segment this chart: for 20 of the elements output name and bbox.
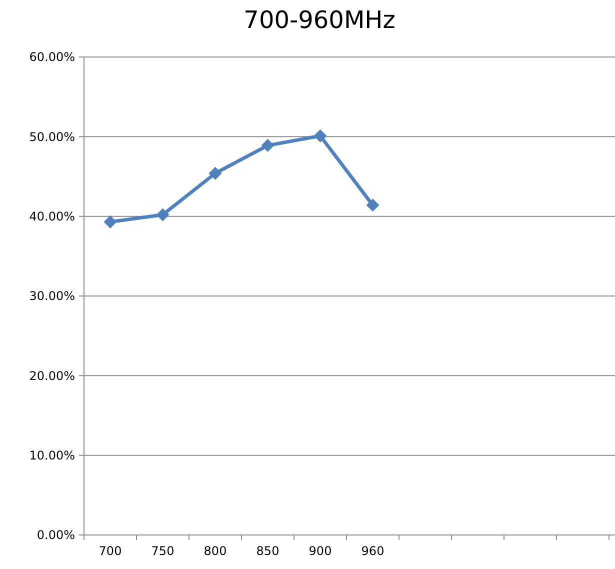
- x-tick-label: 850: [256, 544, 280, 558]
- x-tick-label: 900: [308, 544, 332, 558]
- point: [104, 215, 117, 228]
- chart-title: 700-960MHz: [244, 6, 396, 34]
- point: [261, 138, 274, 152]
- x-tick-label: 750: [151, 544, 174, 558]
- y-tick-label: 50.00%: [29, 130, 75, 144]
- point: [208, 166, 222, 180]
- x-tick-label: 700: [98, 544, 122, 558]
- y-tick-label: 0.00%: [36, 528, 75, 542]
- point: [156, 208, 170, 222]
- y-tick-label: 60.00%: [29, 50, 75, 64]
- x-tick-label: 800: [204, 544, 227, 558]
- x-tick-label: 960: [361, 544, 384, 558]
- point: [366, 198, 380, 212]
- point: [314, 129, 327, 142]
- y-tick-label: 40.00%: [29, 210, 75, 224]
- y-tick-label: 30.00%: [29, 289, 75, 304]
- y-tick-label: 20.00%: [29, 368, 75, 383]
- y-tick-label: 10.00%: [29, 448, 75, 463]
